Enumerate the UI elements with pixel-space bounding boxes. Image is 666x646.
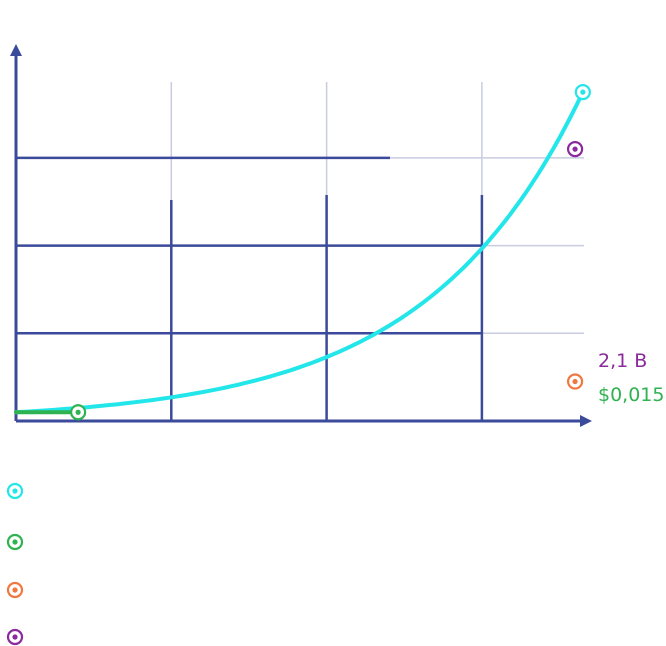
marker-dot [572,146,578,152]
axes [10,44,592,427]
legend-marker-icon [6,533,24,551]
legend-item [6,581,24,599]
legend-marker-dot [12,587,18,593]
green-value-label: $0,015 [598,384,665,406]
x-axis-arrow [580,415,592,427]
series-line [14,90,585,415]
legend-marker-dot [12,634,18,640]
marker-dot [572,378,578,385]
marker-dot [75,409,81,415]
series-layer [14,90,585,415]
purple-value-label: 2,1 B [598,350,648,372]
legend-marker-icon [6,628,24,646]
legend-item [6,628,24,646]
grid-lines [16,82,584,421]
legend-marker-icon [6,581,24,599]
legend-marker-dot [12,488,18,494]
legend-marker-icon [6,482,24,500]
legend-marker-dot [12,539,18,545]
y-axis-arrow [10,44,22,56]
legend-item [6,482,24,500]
legend-item [6,533,24,551]
marker-dot [580,89,586,95]
markers-layer [70,84,591,421]
